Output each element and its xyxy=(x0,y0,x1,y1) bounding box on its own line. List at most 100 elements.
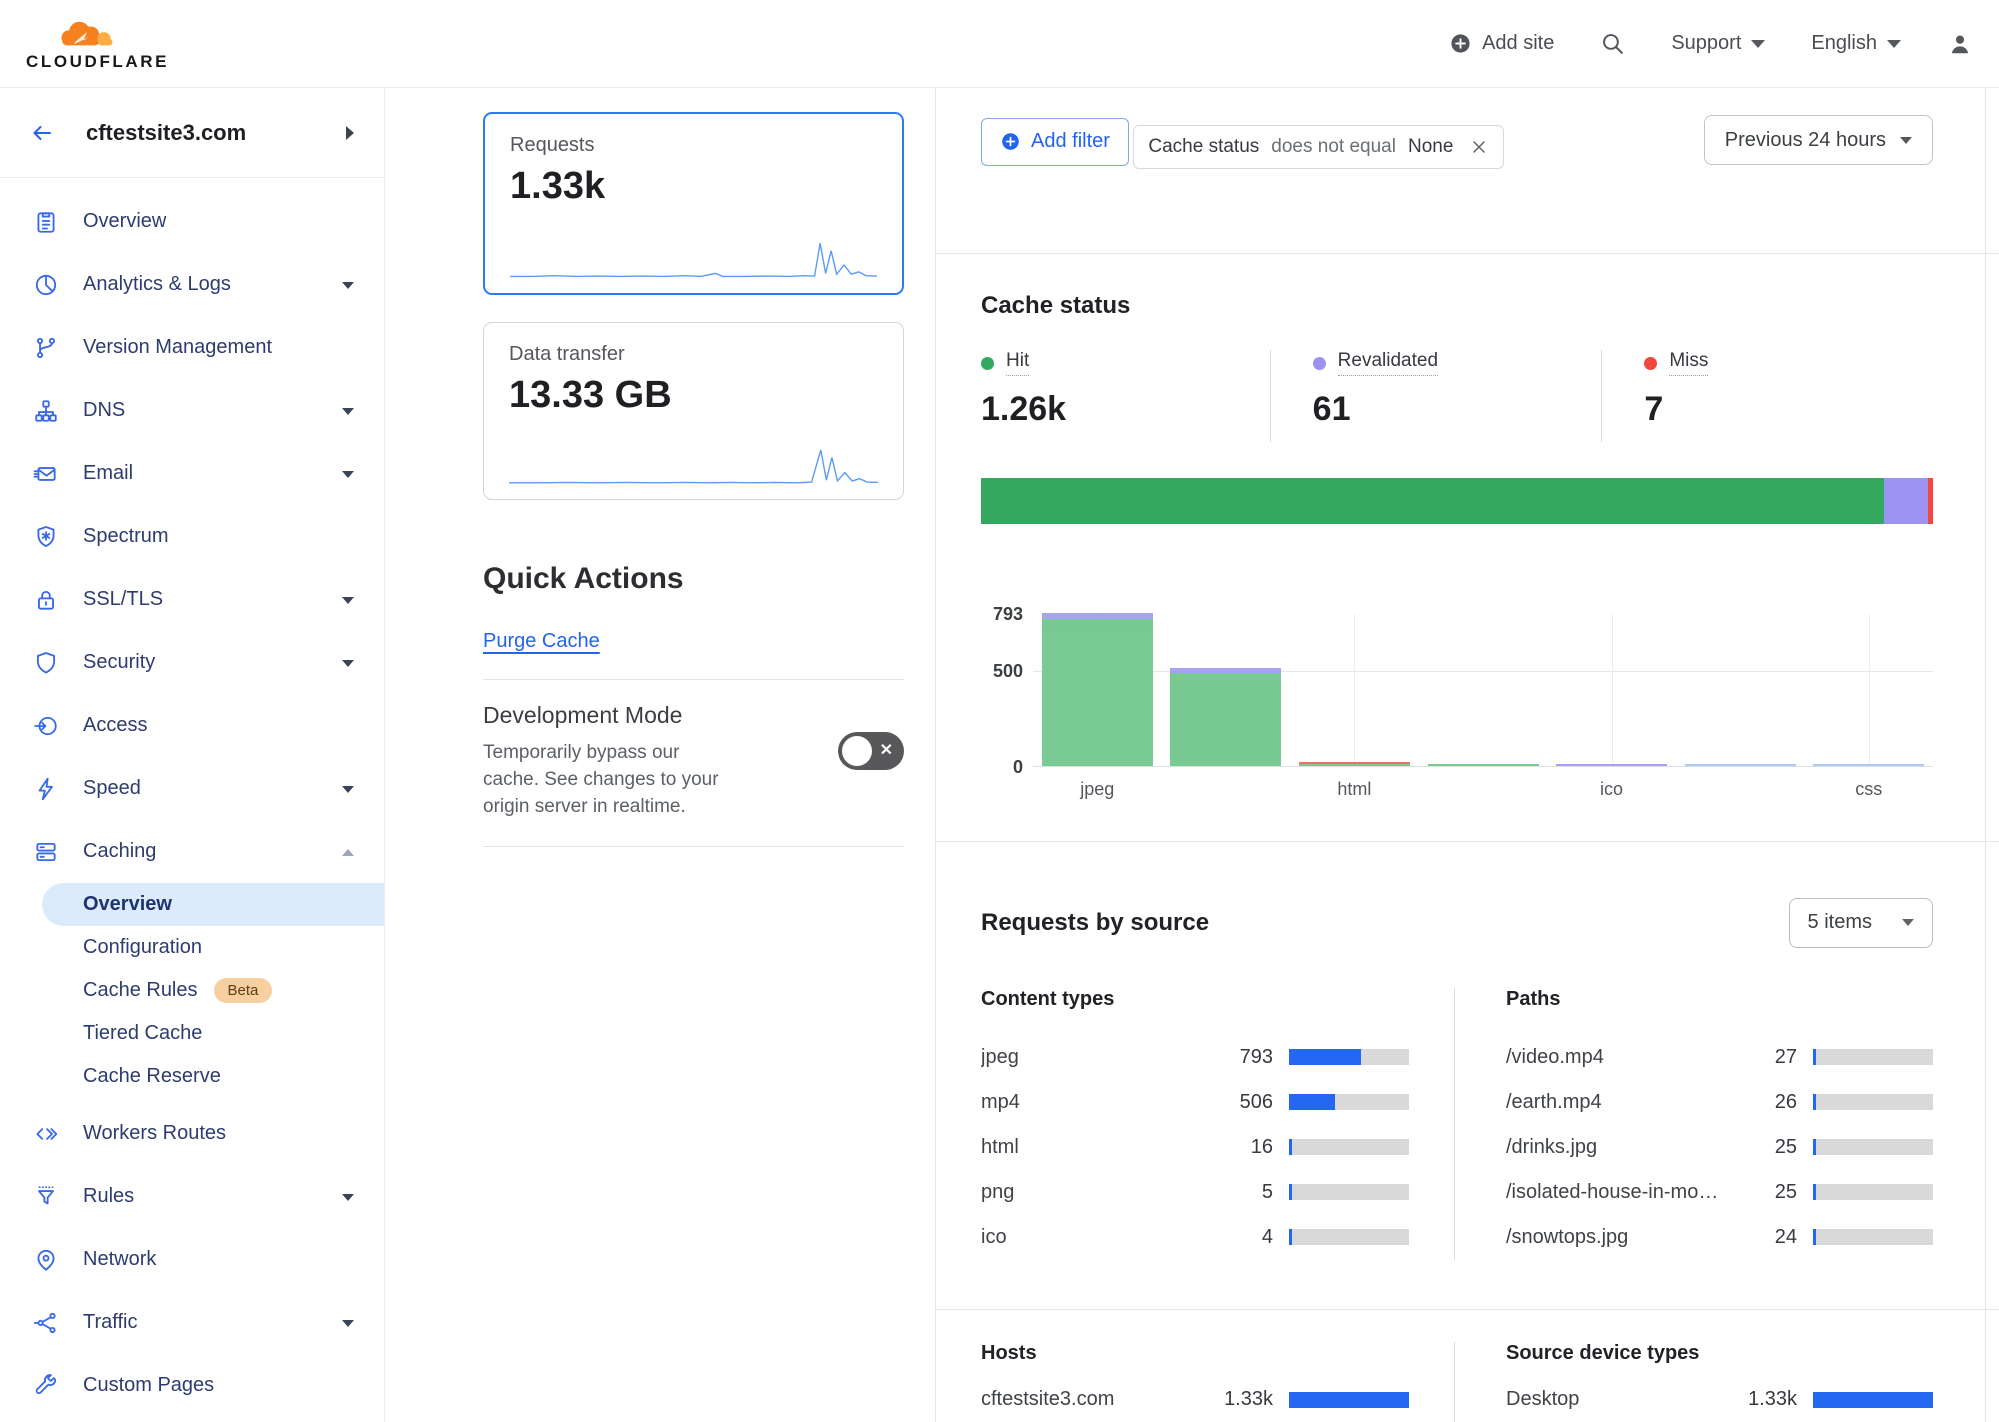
list-item-mp4: mp4 506 xyxy=(981,1080,1409,1125)
items-count-dropdown[interactable]: 5 items xyxy=(1788,897,1933,948)
sidebar-item-caching[interactable]: Caching xyxy=(0,820,384,883)
sidebar-item-overview[interactable]: Overview xyxy=(0,190,384,253)
network-icon xyxy=(33,1247,59,1273)
list-item-label: html xyxy=(981,1135,1019,1158)
hit-legend-dot-icon xyxy=(981,356,994,370)
x-axis-tick: css xyxy=(1855,779,1883,800)
requests-sparkline xyxy=(510,237,877,279)
list-item-label: /drinks.jpg xyxy=(1506,1135,1598,1158)
back-arrow-icon[interactable] xyxy=(28,121,56,145)
sidebar-subitem-overview[interactable]: Overview xyxy=(42,883,384,926)
sidebar-item-spectrum[interactable]: Spectrum xyxy=(0,505,384,568)
sidebar: cftestsite3.com Overview Analytics & Logs… xyxy=(0,88,385,1422)
sidebar-item-label: Email xyxy=(83,462,134,484)
sidebar-item-workers-routes[interactable]: Workers Routes xyxy=(0,1102,384,1165)
support-menu[interactable]: Support xyxy=(1671,32,1766,55)
list-rows: cftestsite3.com 1.33k xyxy=(981,1377,1409,1422)
site-name[interactable]: cftestsite3.com xyxy=(86,119,247,145)
sidebar-subitem-cache-reserve[interactable]: Cache Reserve xyxy=(0,1055,384,1098)
sidebar-item-label: Caching xyxy=(83,840,157,862)
sidebar-subitem-tiered-cache[interactable]: Tiered Cache xyxy=(0,1012,384,1055)
hosts-column: Hosts cftestsite3.com 1.33k xyxy=(981,1342,1455,1422)
chevron-down-icon xyxy=(342,1314,354,1332)
sidebar-subitem-cache-rules[interactable]: Cache Rules Beta xyxy=(0,969,384,1012)
stat-label[interactable]: Hit xyxy=(1006,350,1030,377)
development-mode-description: Temporarily bypass our cache. See change… xyxy=(483,742,719,817)
sidebar-item-label: Access xyxy=(83,714,148,736)
cache-status-title: Cache status xyxy=(981,292,1131,320)
list-item-bar-track xyxy=(1289,1391,1409,1408)
sidebar-item-network[interactable]: Network xyxy=(0,1228,384,1291)
list-item-snowtops-jpg: /snowtops.jpg 24 xyxy=(1506,1215,1933,1260)
sidebar-item-label: Speed xyxy=(83,777,141,799)
list-item-bar-track xyxy=(1813,1049,1933,1066)
sidebar-item-label: Spectrum xyxy=(83,525,169,547)
sidebar-item-speed[interactable]: Speed xyxy=(0,757,384,820)
access-icon xyxy=(33,713,59,739)
list-item-value: 25 xyxy=(1774,1135,1797,1158)
chevron-right-icon[interactable] xyxy=(346,125,354,140)
sidebar-subitem-configuration[interactable]: Configuration xyxy=(0,926,384,969)
list-item-label: jpeg xyxy=(981,1045,1019,1068)
user-avatar-icon[interactable] xyxy=(1947,31,1973,57)
sidebar-item-rules[interactable]: Rules xyxy=(0,1165,384,1228)
list-item-earth-mp4: /earth.mp4 26 xyxy=(1506,1080,1933,1125)
stat-label[interactable]: Miss xyxy=(1669,350,1709,377)
list-item-bar-track xyxy=(1289,1139,1409,1156)
cloudflare-cloud-icon xyxy=(61,21,113,46)
stat-value: 1.26k xyxy=(981,390,1067,429)
sidebar-item-access[interactable]: Access xyxy=(0,694,384,757)
workers-routes-icon xyxy=(33,1121,59,1147)
bar-chart-plot-area xyxy=(1033,613,1933,768)
plus-circle-icon xyxy=(1002,133,1019,150)
gridline xyxy=(1611,614,1613,767)
email-icon xyxy=(33,461,59,487)
requests-by-source-title: Requests by source xyxy=(981,908,1210,936)
add-site-button[interactable]: Add site xyxy=(1449,32,1554,55)
sidebar-item-ssl-tls[interactable]: SSL/TLS xyxy=(0,568,384,631)
list-item-value: 1.33k xyxy=(1748,1388,1797,1410)
cache-status-stats: Hit 1.26k Revalidated 61 Miss 7 xyxy=(981,350,1933,443)
bar-ico xyxy=(1556,764,1668,767)
sidebar-item-version-management[interactable]: Version Management xyxy=(0,316,384,379)
language-menu[interactable]: English xyxy=(1811,32,1901,55)
list-item-label: cftestsite3.com xyxy=(981,1388,1115,1410)
rules-icon xyxy=(33,1184,59,1210)
source-device-types-title: Source device types xyxy=(1506,1342,1700,1364)
stat-label[interactable]: Revalidated xyxy=(1337,350,1439,377)
add-filter-button[interactable]: Add filter xyxy=(981,117,1129,166)
custom-pages-icon xyxy=(33,1373,59,1399)
sidebar-item-security[interactable]: Security xyxy=(0,631,384,694)
sidebar-item-analytics-logs[interactable]: Analytics & Logs xyxy=(0,253,384,316)
sidebar-item-dns[interactable]: DNS xyxy=(0,379,384,442)
y-axis-tick: 0 xyxy=(1012,757,1023,778)
divider xyxy=(483,679,904,680)
cache-status-stacked-bar xyxy=(981,478,1933,525)
purge-cache-link[interactable]: Purge Cache xyxy=(483,630,600,652)
list-item-bar-track xyxy=(1813,1094,1933,1111)
sidebar-item-label: DNS xyxy=(83,399,126,421)
sidebar-item-traffic[interactable]: Traffic xyxy=(0,1291,384,1354)
development-mode-toggle[interactable]: ✕ xyxy=(838,732,904,770)
sidebar-item-label: Security xyxy=(83,651,156,673)
scrollbar[interactable] xyxy=(1985,88,1999,1422)
requests-metric-card[interactable]: Requests 1.33k xyxy=(483,112,904,295)
stacked-bar-segment-miss xyxy=(1927,478,1933,525)
sidebar-item-email[interactable]: Email xyxy=(0,442,384,505)
data-transfer-metric-card[interactable]: Data transfer 13.33 GB xyxy=(483,322,904,500)
list-item-bar-fill xyxy=(1289,1139,1292,1156)
list-item-jpeg: jpeg 793 xyxy=(981,1035,1409,1080)
chevron-down-icon xyxy=(342,402,354,420)
sidebar-item-label: Network xyxy=(83,1248,157,1270)
overview-icon xyxy=(33,209,59,235)
requests-by-source-section: Requests by source 5 items Content types… xyxy=(936,842,1999,1310)
list-item-label: /earth.mp4 xyxy=(1506,1090,1602,1113)
sidebar-item-custom-pages[interactable]: Custom Pages xyxy=(0,1354,384,1417)
bar-segment-hit xyxy=(1298,764,1410,767)
remove-filter-button[interactable] xyxy=(1469,137,1489,157)
sidebar-item-label: Traffic xyxy=(83,1311,138,1333)
search-icon[interactable] xyxy=(1600,31,1625,56)
time-range-dropdown[interactable]: Previous 24 hours xyxy=(1703,115,1933,165)
sidebar-item-label: Analytics & Logs xyxy=(83,273,231,295)
bar-segment-miss xyxy=(1298,762,1410,765)
